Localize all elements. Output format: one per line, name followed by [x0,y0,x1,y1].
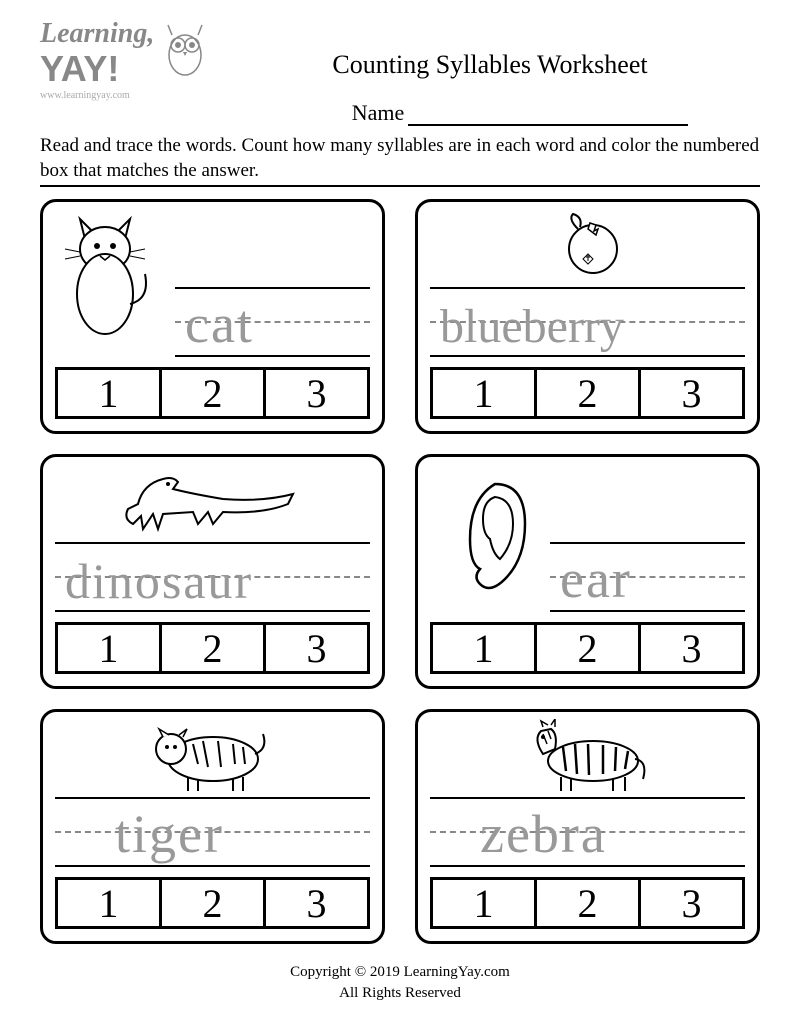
title-area: Counting Syllables Worksheet Name [220,20,760,126]
ear-icon [445,469,545,599]
logo: Learning, YAY! www.learningyay.com [40,20,220,110]
zebra-icon [513,719,663,799]
card-grid: cat 1 2 3 blueberry 1 2 3 [40,199,760,944]
owl-icon [160,20,210,80]
number-box-1[interactable]: 1 [58,880,162,926]
copyright: Copyright © 2019 LearningYay.com [40,962,760,983]
card-dinosaur: dinosaur 1 2 3 [40,454,385,689]
trace-word[interactable]: ear [560,552,632,606]
trace-area: cat [55,214,370,357]
number-box-3[interactable]: 3 [266,880,367,926]
number-box-2[interactable]: 2 [162,370,266,416]
number-box-3[interactable]: 3 [641,370,742,416]
trace-area: tiger [55,724,370,867]
trace-area: blueberry [430,214,745,357]
rights: All Rights Reserved [40,983,760,1004]
trace-word[interactable]: cat [185,297,254,351]
trace-area: dinosaur [55,469,370,612]
number-box-3[interactable]: 3 [266,625,367,671]
card-cat: cat 1 2 3 [40,199,385,434]
tiger-icon [143,719,283,799]
trace-word[interactable]: blueberry [440,303,624,351]
number-box-3[interactable]: 3 [641,880,742,926]
number-box-1[interactable]: 1 [433,370,537,416]
number-boxes: 1 2 3 [55,622,370,674]
trace-word[interactable]: dinosaur [65,556,253,606]
card-blueberry: blueberry 1 2 3 [415,199,760,434]
cat-icon [55,214,165,344]
number-boxes: 1 2 3 [430,367,745,419]
footer: Copyright © 2019 LearningYay.com All Rig… [40,962,760,1004]
blueberry-icon [548,209,628,279]
number-boxes: 1 2 3 [430,622,745,674]
name-underline[interactable] [408,124,688,126]
number-box-2[interactable]: 2 [537,880,641,926]
number-box-2[interactable]: 2 [162,880,266,926]
trace-word[interactable]: zebra [480,807,607,861]
number-box-1[interactable]: 1 [58,625,162,671]
header: Learning, YAY! www.learningyay.com Count… [40,20,760,126]
name-label: Name [352,100,405,125]
number-boxes: 1 2 3 [55,367,370,419]
trace-word[interactable]: tiger [115,807,224,861]
number-box-3[interactable]: 3 [641,625,742,671]
card-ear: ear 1 2 3 [415,454,760,689]
number-box-3[interactable]: 3 [266,370,367,416]
name-field[interactable]: Name [280,100,760,126]
number-boxes: 1 2 3 [430,877,745,929]
trace-area: zebra [430,724,745,867]
number-box-1[interactable]: 1 [433,880,537,926]
instructions: Read and trace the words. Count how many… [40,134,760,187]
card-tiger: tiger 1 2 3 [40,709,385,944]
dinosaur-icon [113,464,313,539]
logo-url: www.learningyay.com [40,90,220,101]
number-box-2[interactable]: 2 [537,625,641,671]
number-box-1[interactable]: 1 [433,625,537,671]
number-box-2[interactable]: 2 [537,370,641,416]
worksheet-title: Counting Syllables Worksheet [220,50,760,80]
number-boxes: 1 2 3 [55,877,370,929]
trace-area: ear [430,469,745,612]
number-box-1[interactable]: 1 [58,370,162,416]
card-zebra: zebra 1 2 3 [415,709,760,944]
number-box-2[interactable]: 2 [162,625,266,671]
